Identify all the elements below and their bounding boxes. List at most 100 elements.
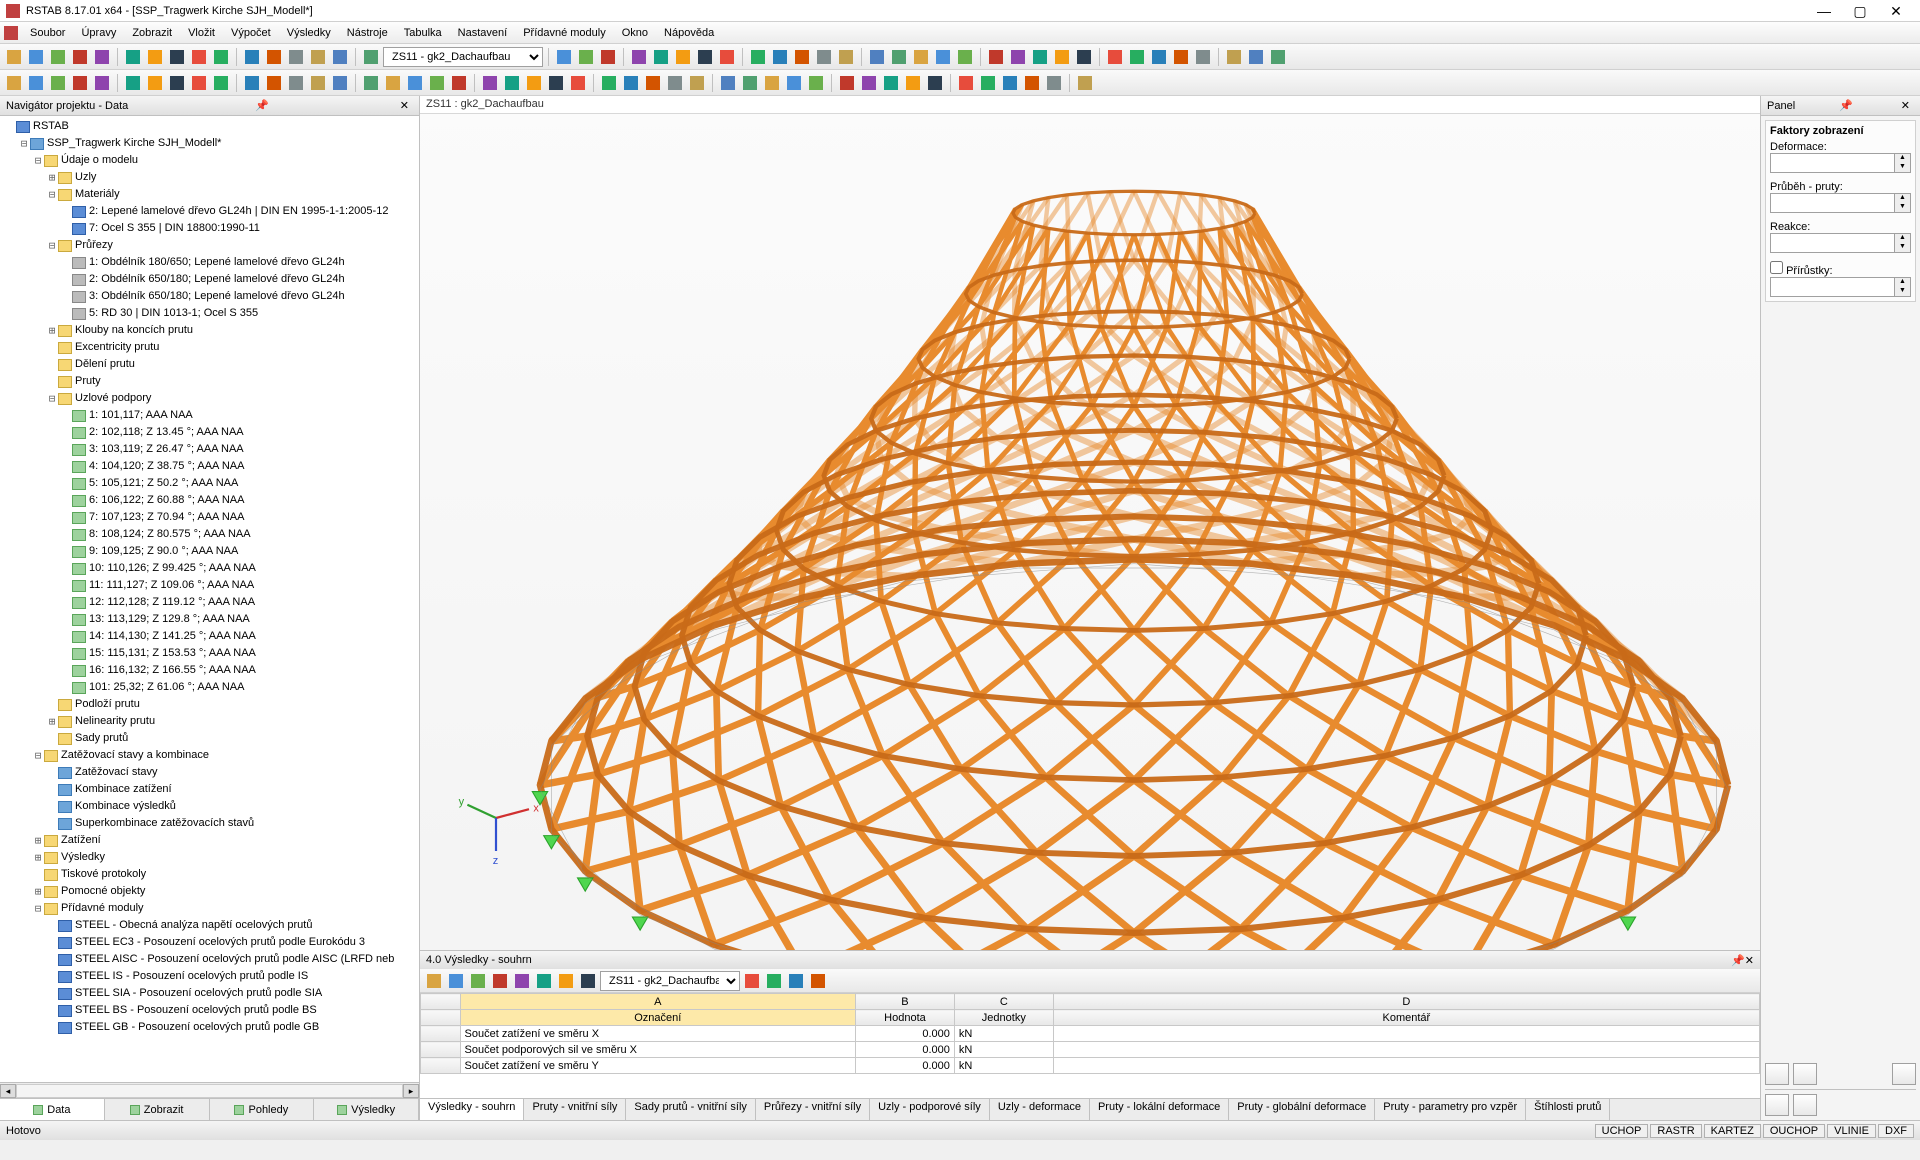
scroll-track[interactable] [16,1084,403,1098]
status-cell-kartez[interactable]: KARTEZ [1704,1124,1761,1138]
right-panel-pin-button[interactable]: 📌 [1835,99,1857,112]
tree-modul-6[interactable]: STEEL GB - Posouzení ocelových prutů pod… [0,1019,419,1036]
results-row-0[interactable]: Součet zatížení ve směru X0.000kN [421,1026,1760,1042]
tree-podpora-16[interactable]: 101: 25,32; Z 61.06 °; AAA NAA [0,679,419,696]
tb2-btn-8[interactable] [189,73,209,93]
results-loadcase-combo[interactable]: ZS11 - gk2_Dachaufba [600,971,740,991]
tree-material-1[interactable]: 7: Ocel S 355 | DIN 18800:1990-11 [0,220,419,237]
tree-modul-4[interactable]: STEEL SIA - Posouzení ocelových prutů po… [0,985,419,1002]
tb2-btn-21[interactable] [502,73,522,93]
menu-okno[interactable]: Okno [614,25,656,41]
tb2-btn-12[interactable] [286,73,306,93]
tb2-btn-17[interactable] [405,73,425,93]
tree-podpora-11[interactable]: 12: 112,128; Z 119.12 °; AAA NAA [0,594,419,611]
tree-prurez-2[interactable]: 3: Obdélník 650/180; Lepené lamelové dře… [0,288,419,305]
tb1-btn-34[interactable] [955,47,975,67]
tree-udaje[interactable]: ⊟Údaje o modelu [0,152,419,169]
tree-modul-5[interactable]: STEEL BS - Posouzení ocelových prutů pod… [0,1002,419,1019]
tb1-btn-40[interactable] [1105,47,1125,67]
tb1-btn-46[interactable] [1246,47,1266,67]
tb1-btn-18[interactable] [576,47,596,67]
tb2-btn-26[interactable] [621,73,641,93]
tree-pruty[interactable]: Pruty [0,373,419,390]
tb1-btn-38[interactable] [1052,47,1072,67]
nav-tab-zobrazit[interactable]: Zobrazit [105,1099,210,1120]
tb1-btn-27[interactable] [792,47,812,67]
tb1-btn-5[interactable] [123,47,143,67]
status-cell-ouchop[interactable]: OUCHOP [1763,1124,1825,1138]
menu-nápověda[interactable]: Nápověda [656,25,722,41]
tb2-btn-30[interactable] [718,73,738,93]
results-grid[interactable]: ABCDOznačeníHodnotaJednotkyKomentářSouče… [420,993,1760,1098]
tb2-btn-33[interactable] [784,73,804,93]
tree-zatez-child-1[interactable]: Kombinace zatížení [0,781,419,798]
tb2-btn-39[interactable] [925,73,945,93]
tb2-btn-45[interactable] [1075,73,1095,93]
tb2-btn-2[interactable] [48,73,68,93]
tb2-btn-4[interactable] [92,73,112,93]
minimize-button[interactable]: — [1806,1,1842,21]
tree-nelinearity[interactable]: ⊞Nelinearity prutu [0,713,419,730]
tree-podpora-2[interactable]: 3: 103,119; Z 26.47 °; AAA NAA [0,441,419,458]
results-tab-6[interactable]: Pruty - lokální deformace [1090,1099,1229,1120]
tb1-btn-3[interactable] [70,47,90,67]
tree-excentricity[interactable]: Excentricity prutu [0,339,419,356]
tb2-btn-35[interactable] [837,73,857,93]
menu-vložit[interactable]: Vložit [180,25,223,41]
tb2-btn-20[interactable] [480,73,500,93]
results-close-button[interactable]: ✕ [1745,954,1754,967]
tb2-btn-29[interactable] [687,73,707,93]
tree-podpora-14[interactable]: 15: 115,131; Z 153.53 °; AAA NAA [0,645,419,662]
tb1-btn-10[interactable] [242,47,262,67]
tb1-btn-1[interactable] [26,47,46,67]
tree-prurez-1[interactable]: 2: Obdélník 650/180; Lepené lamelové dře… [0,271,419,288]
tb1-btn-17[interactable] [554,47,574,67]
tb1-btn-14[interactable] [330,47,350,67]
tb2-btn-22[interactable] [524,73,544,93]
results-tb-btn-10[interactable] [786,971,806,991]
results-tab-9[interactable]: Štíhlosti prutů [1526,1099,1610,1120]
status-cell-uchop[interactable]: UCHOP [1595,1124,1649,1138]
menu-soubor[interactable]: Soubor [22,25,73,41]
scroll-left-button[interactable]: ◂ [0,1084,16,1098]
tb2-btn-34[interactable] [806,73,826,93]
results-tab-2[interactable]: Sady prutů - vnitřní síly [626,1099,756,1120]
tree-podpora-8[interactable]: 9: 109,125; Z 90.0 °; AAA NAA [0,543,419,560]
results-tab-8[interactable]: Pruty - parametry pro vzpěr [1375,1099,1526,1120]
project-tree[interactable]: RSTAB⊟SSP_Tragwerk Kirche SJH_Modell*⊟Úd… [0,116,419,1082]
tb1-btn-22[interactable] [673,47,693,67]
tb1-btn-15[interactable] [361,47,381,67]
nav-tab-data[interactable]: Data [0,1099,105,1120]
tb2-btn-1[interactable] [26,73,46,93]
tb2-btn-18[interactable] [427,73,447,93]
tb1-btn-36[interactable] [1008,47,1028,67]
tb1-btn-28[interactable] [814,47,834,67]
results-tb-btn-2[interactable] [468,971,488,991]
tb1-btn-42[interactable] [1149,47,1169,67]
loadcase-combo[interactable]: ZS11 - gk2_Dachaufbau [383,47,543,67]
rp-btn-2[interactable] [1793,1063,1817,1085]
results-row-2[interactable]: Součet zatížení ve směru Y0.000kN [421,1058,1760,1074]
tree-podpora-9[interactable]: 10: 110,126; Z 99.425 °; AAA NAA [0,560,419,577]
menu-přídavné moduly[interactable]: Přídavné moduly [515,25,614,41]
tree-prurez-0[interactable]: 1: Obdélník 180/650; Lepené lamelové dře… [0,254,419,271]
tb2-btn-23[interactable] [546,73,566,93]
close-button[interactable]: ✕ [1878,1,1914,21]
tb1-btn-29[interactable] [836,47,856,67]
tree-podpora-0[interactable]: 1: 101,117; AAA NAA [0,407,419,424]
tb1-btn-26[interactable] [770,47,790,67]
status-cell-vlinie[interactable]: VLINIE [1827,1124,1876,1138]
tb1-btn-7[interactable] [167,47,187,67]
results-tb-btn-7[interactable] [578,971,598,991]
tree-modul-0[interactable]: STEEL - Obecná analýza napětí ocelových … [0,917,419,934]
tb2-btn-15[interactable] [361,73,381,93]
status-cell-dxf[interactable]: DXF [1878,1124,1914,1138]
results-tb-btn-9[interactable] [764,971,784,991]
tb2-btn-5[interactable] [123,73,143,93]
tb2-btn-31[interactable] [740,73,760,93]
tree-prurez-3[interactable]: 5: RD 30 | DIN 1013-1; Ocel S 355 [0,305,419,322]
results-tb-btn-1[interactable] [446,971,466,991]
tb2-btn-28[interactable] [665,73,685,93]
tree-deleni[interactable]: Dělení prutu [0,356,419,373]
tb1-btn-45[interactable] [1224,47,1244,67]
